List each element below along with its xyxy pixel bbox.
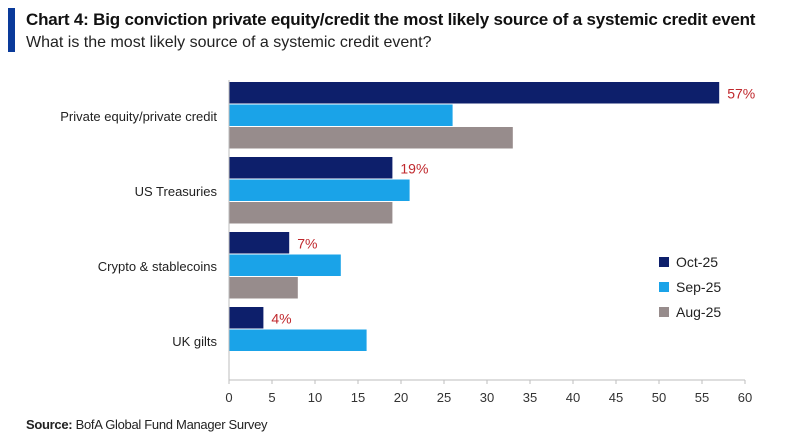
bar-sep-25-1 (229, 179, 410, 201)
chart-title: Chart 4: Big conviction private equity/c… (26, 10, 756, 29)
legend-label: Oct-25 (676, 254, 718, 270)
bar-sep-25-2 (229, 254, 341, 276)
x-tick-label: 0 (225, 390, 232, 405)
data-label: 7% (297, 235, 317, 251)
data-label: 19% (400, 160, 428, 176)
category-label: US Treasuries (135, 184, 218, 199)
bar-aug-25-0 (229, 127, 513, 149)
bar-oct-25-3 (229, 307, 264, 329)
x-tick-label: 5 (268, 390, 275, 405)
legend-swatch-sep-25 (659, 282, 669, 292)
bar-aug-25-1 (229, 202, 393, 224)
bar-sep-25-0 (229, 104, 453, 126)
x-tick-label: 60 (738, 390, 752, 405)
bar-oct-25-2 (229, 232, 290, 254)
bar-oct-25-0 (229, 82, 720, 104)
data-label: 4% (271, 310, 291, 326)
x-tick-label: 15 (351, 390, 365, 405)
title-accent-bar (8, 8, 15, 52)
x-tick-label: 50 (652, 390, 666, 405)
data-label: 57% (727, 85, 755, 101)
category-label: Crypto & stablecoins (98, 259, 218, 274)
legend-label: Sep-25 (676, 279, 721, 295)
x-tick-label: 25 (437, 390, 451, 405)
x-tick-label: 45 (609, 390, 623, 405)
category-label: Private equity/private credit (60, 109, 217, 124)
source-label: Source: (26, 417, 73, 432)
x-tick-label: 20 (394, 390, 408, 405)
x-tick-label: 35 (523, 390, 537, 405)
x-tick-label: 10 (308, 390, 322, 405)
bar-aug-25-2 (229, 277, 298, 299)
source-note: Source: BofA Global Fund Manager Survey (26, 417, 268, 432)
bar-sep-25-3 (229, 329, 367, 351)
legend-swatch-aug-25 (659, 307, 669, 317)
chart-subtitle: What is the most likely source of a syst… (26, 34, 432, 51)
legend-label: Aug-25 (676, 304, 721, 320)
category-label: UK gilts (172, 334, 217, 349)
legend-swatch-oct-25 (659, 257, 669, 267)
bar-oct-25-1 (229, 157, 393, 179)
x-tick-label: 40 (566, 390, 580, 405)
x-tick-label: 30 (480, 390, 494, 405)
source-text: BofA Global Fund Manager Survey (75, 417, 268, 432)
x-tick-label: 55 (695, 390, 709, 405)
